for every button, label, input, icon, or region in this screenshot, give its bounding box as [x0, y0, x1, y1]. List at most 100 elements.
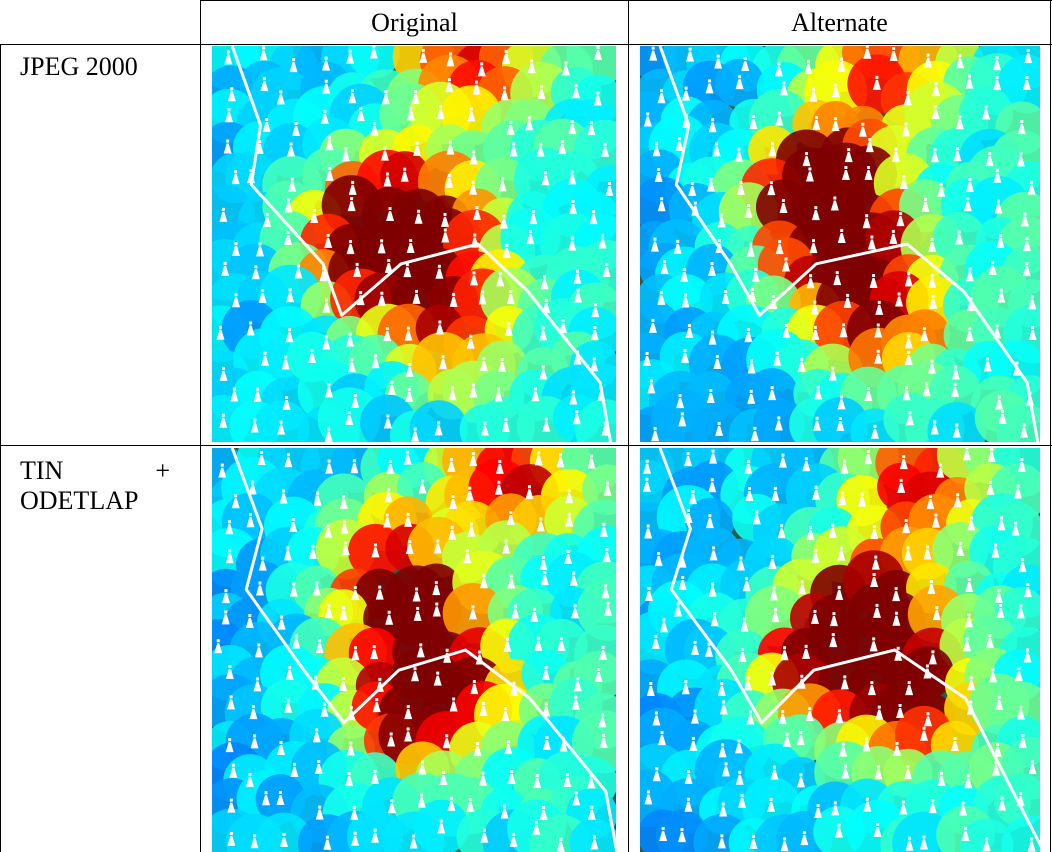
tower-icon — [744, 676, 753, 691]
tower-icon — [872, 603, 881, 618]
tower-icon — [285, 665, 294, 680]
tower-icon — [747, 389, 756, 404]
tower-icon — [371, 828, 380, 843]
tower-icon — [469, 605, 478, 620]
heatmap-image — [640, 448, 1040, 852]
tower-icon — [587, 805, 596, 820]
tower-icon — [708, 582, 717, 597]
tower-icon — [411, 667, 420, 682]
tower-icon — [530, 607, 539, 622]
tower-icon — [1016, 604, 1025, 619]
tower-icon — [875, 300, 884, 315]
tower-icon — [602, 548, 611, 563]
tower-icon — [602, 263, 611, 278]
tower-icon — [284, 230, 293, 245]
tower-icon — [225, 549, 234, 564]
tower-icon — [559, 319, 568, 334]
tower-icon — [469, 150, 478, 165]
tower-icon — [598, 234, 607, 249]
tower-icon — [574, 288, 583, 303]
tower-icon — [590, 325, 599, 340]
tower-icon — [347, 358, 356, 373]
tower-icon — [229, 763, 238, 778]
tower-icon — [537, 85, 546, 100]
tower-icon — [950, 736, 959, 751]
tower-icon — [406, 106, 415, 121]
tower-icon — [325, 166, 334, 181]
tower-icon — [713, 354, 722, 369]
tower-icon — [605, 182, 614, 197]
tower-icon — [678, 412, 687, 427]
tower-icon — [603, 481, 612, 496]
tower-icon — [841, 764, 850, 779]
tower-icon — [768, 386, 777, 401]
tower-icon — [403, 263, 412, 278]
tower-icon — [311, 675, 320, 690]
tower-icon — [416, 643, 425, 658]
tower-icon — [992, 761, 1001, 776]
tower-icon — [995, 695, 1004, 710]
tower-icon — [779, 81, 788, 96]
tower-icon — [405, 387, 414, 402]
tower-icon — [559, 737, 568, 752]
tower-icon — [387, 732, 396, 747]
tower-icon — [659, 826, 668, 841]
tower-icon — [1022, 237, 1031, 252]
tower-icon — [353, 262, 362, 277]
tower-icon — [308, 349, 317, 364]
tower-icon — [767, 181, 776, 196]
tower-icon — [967, 516, 976, 531]
tower-icon — [561, 61, 570, 76]
tower-icon — [214, 639, 223, 654]
tower-icon — [246, 169, 255, 184]
tower-icon — [404, 512, 413, 527]
tower-icon — [1027, 180, 1036, 195]
tower-icon — [381, 90, 390, 105]
tower-icon — [569, 571, 578, 586]
tower-icon — [383, 513, 392, 528]
tower-icon — [780, 646, 789, 661]
tower-icon — [899, 455, 908, 470]
tower-icon — [369, 46, 378, 59]
tower-icon — [385, 610, 394, 625]
tower-icon — [507, 770, 516, 785]
tower-icon — [556, 837, 565, 852]
tower-icon — [936, 463, 945, 478]
tower-icon — [231, 494, 240, 509]
tower-icon — [863, 46, 872, 59]
tower-icon — [805, 167, 814, 182]
tower-icon — [565, 512, 574, 527]
tower-icon — [433, 671, 442, 686]
tower-icon — [708, 330, 717, 345]
tower-icon — [864, 166, 873, 181]
tower-icon — [564, 549, 573, 564]
tower-icon — [536, 142, 545, 157]
tower-icon — [281, 355, 290, 370]
tower-icon — [599, 645, 608, 660]
river — [230, 46, 612, 442]
tower-icon — [738, 648, 747, 663]
tower-icon — [843, 293, 852, 308]
tower-icon — [691, 640, 700, 655]
tower-icon — [380, 146, 389, 161]
tower-icon — [260, 77, 269, 92]
tower-icon — [319, 267, 328, 282]
tower-icon — [377, 239, 386, 254]
tower-icon — [643, 351, 652, 366]
tower-icon — [839, 323, 848, 338]
tower-icon — [802, 457, 811, 472]
tower-icon — [874, 349, 883, 364]
tower-icon — [684, 452, 693, 467]
tower-icon — [502, 49, 511, 64]
tower-icon — [351, 394, 360, 409]
tower-icon — [263, 212, 272, 227]
tower-icon — [478, 290, 487, 305]
tower-icon — [502, 243, 511, 258]
tower-icon — [735, 75, 744, 90]
tower-icon — [1022, 76, 1031, 91]
tower-icon — [828, 523, 837, 538]
tower-icon — [325, 136, 334, 151]
tower-icon — [870, 424, 879, 439]
tower-icon — [833, 271, 842, 286]
tower-icon — [904, 546, 913, 561]
